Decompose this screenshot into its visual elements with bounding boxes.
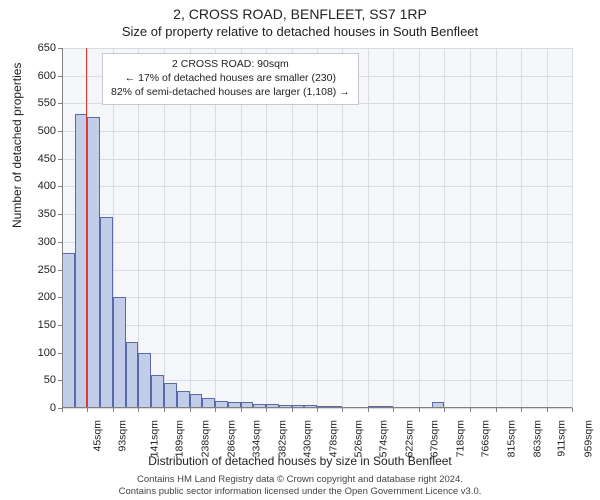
footer-line1: Contains HM Land Registry data © Crown c… [0, 474, 600, 486]
xtick-mark [496, 408, 497, 412]
gridline-v [547, 48, 548, 408]
xtick-mark [87, 408, 88, 412]
xtick-mark [113, 408, 114, 412]
xtick-mark [62, 408, 63, 412]
annotation-line2: ← 17% of detached houses are smaller (23… [111, 71, 350, 85]
x-axis-label: Distribution of detached houses by size … [0, 454, 600, 468]
histogram-bar [138, 353, 151, 408]
xtick-label: 286sqm [225, 420, 237, 457]
histogram-bar [62, 253, 75, 408]
xtick-label: 526sqm [352, 420, 364, 457]
xtick-mark [317, 408, 318, 412]
gridline-v [470, 48, 471, 408]
xtick-mark [342, 408, 343, 412]
xtick-label: 622sqm [403, 420, 415, 457]
xtick-mark [419, 408, 420, 412]
xtick-mark [470, 408, 471, 412]
ytick-label: 100 [10, 347, 56, 359]
xtick-mark [164, 408, 165, 412]
xtick-mark [190, 408, 191, 412]
histogram-bar [100, 217, 113, 408]
xtick-label: 382sqm [276, 420, 288, 457]
gridline-v [444, 48, 445, 408]
annotation-line1: 2 CROSS ROAD: 90sqm [111, 57, 350, 71]
gridline-v [496, 48, 497, 408]
xtick-label: 911sqm [556, 420, 568, 457]
ytick-label: 300 [10, 236, 56, 248]
xtick-label: 718sqm [454, 420, 466, 457]
xtick-mark [292, 408, 293, 412]
page-title-line2: Size of property relative to detached ho… [0, 24, 600, 39]
ytick-label: 450 [10, 153, 56, 165]
xtick-label: 815sqm [506, 420, 518, 457]
gridline-v [419, 48, 420, 408]
xtick-mark [521, 408, 522, 412]
xtick-label: 430sqm [301, 420, 313, 457]
histogram-bar [151, 375, 164, 408]
xtick-label: 238sqm [200, 420, 212, 457]
xtick-label: 863sqm [531, 420, 543, 457]
xtick-label: 670sqm [429, 420, 441, 457]
ytick-label: 150 [10, 319, 56, 331]
gridline-v [521, 48, 522, 408]
y-axis-label: Number of detached properties [10, 63, 24, 228]
xtick-mark [547, 408, 548, 412]
xtick-mark [444, 408, 445, 412]
ytick-label: 350 [10, 208, 56, 220]
xtick-label: 478sqm [327, 420, 339, 457]
gridline-v [572, 48, 573, 408]
ytick-label: 250 [10, 264, 56, 276]
plot-area: 050100150200250300350400450500550600650 … [62, 48, 572, 408]
y-axis-line [62, 48, 63, 408]
gridline-v [393, 48, 394, 408]
ytick-label: 400 [10, 180, 56, 192]
histogram-bar [87, 117, 100, 408]
xtick-mark [266, 408, 267, 412]
xtick-label: 141sqm [148, 420, 160, 457]
footer: Contains HM Land Registry data © Crown c… [0, 474, 600, 498]
xtick-mark [241, 408, 242, 412]
xtick-mark [368, 408, 369, 412]
subject-marker-line [86, 48, 88, 408]
xtick-mark [138, 408, 139, 412]
xtick-label: 574sqm [378, 420, 390, 457]
ytick-label: 650 [10, 42, 56, 54]
xtick-mark [393, 408, 394, 412]
histogram-bar [190, 394, 203, 408]
ytick-label: 550 [10, 97, 56, 109]
gridline-v [368, 48, 369, 408]
ytick-label: 600 [10, 70, 56, 82]
xtick-mark [215, 408, 216, 412]
ytick-label: 50 [10, 374, 56, 386]
histogram-bar [113, 297, 126, 408]
page-title-line1: 2, CROSS ROAD, BENFLEET, SS7 1RP [0, 6, 600, 22]
histogram-bar [126, 342, 139, 408]
ytick-label: 200 [10, 291, 56, 303]
xtick-label: 189sqm [174, 420, 186, 457]
histogram-bar [164, 383, 177, 408]
xtick-label: 334sqm [251, 420, 263, 457]
xtick-label: 766sqm [480, 420, 492, 457]
x-axis-line [62, 407, 572, 408]
annotation-box: 2 CROSS ROAD: 90sqm ← 17% of detached ho… [102, 53, 359, 105]
xtick-label: 959sqm [582, 420, 594, 457]
footer-line2: Contains public sector information licen… [0, 486, 600, 498]
xtick-label: 93sqm [117, 420, 129, 452]
annotation-line3: 82% of semi-detached houses are larger (… [111, 85, 350, 99]
histogram-bar [177, 391, 190, 408]
ytick-label: 500 [10, 125, 56, 137]
xtick-label: 45sqm [92, 420, 104, 452]
xtick-mark [572, 408, 573, 412]
ytick-label: 0 [10, 402, 56, 414]
